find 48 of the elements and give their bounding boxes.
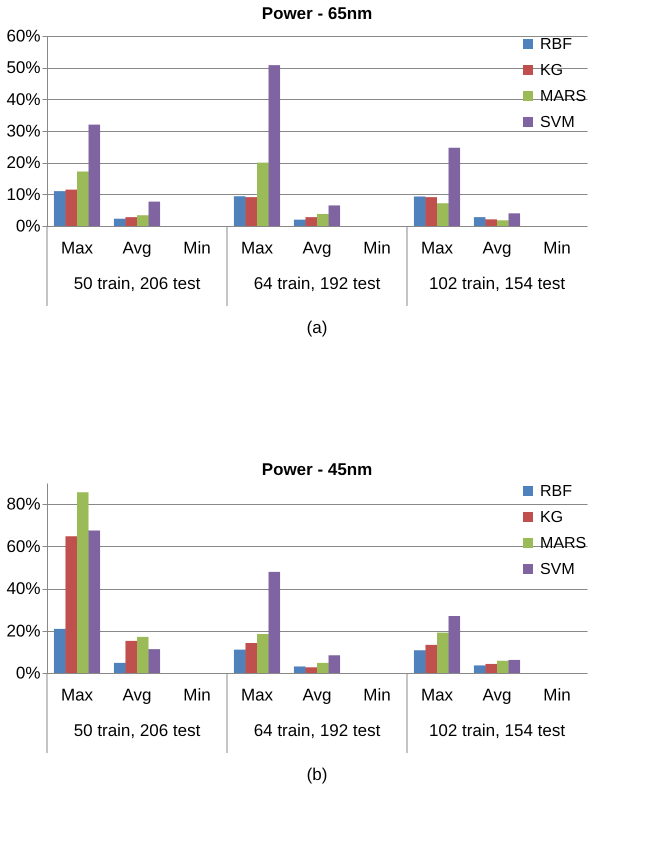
legend-label: KG <box>540 509 564 526</box>
x-tick-label: Max <box>240 686 274 704</box>
x-tick-label: Avg <box>122 238 152 258</box>
legend-label: MARS <box>540 535 586 552</box>
legend-label: RBF <box>540 36 572 53</box>
x-tick-label: Max <box>60 686 94 704</box>
x-tick-label: Max <box>420 238 454 258</box>
legend-label: RBF <box>540 483 572 500</box>
text: 64 train, 192 test <box>254 721 381 740</box>
x-tick-label: Min <box>363 238 391 258</box>
x-tick-label: Max <box>240 238 274 258</box>
y-tick-label: 20% <box>6 621 40 640</box>
text: 50 train, 206 test <box>74 721 201 740</box>
y-tick-label: 60% <box>6 26 40 46</box>
text: 102 train, 154 test <box>428 274 566 293</box>
x-tick-label: Min <box>543 238 571 258</box>
y-tick-label: 20% <box>6 153 40 172</box>
x-tick-label: Min <box>183 238 211 258</box>
x-tick-label: Avg <box>302 686 332 704</box>
y-tick-label: 50% <box>6 58 40 78</box>
y-tick-label: 80% <box>6 494 40 514</box>
y-tick-label: 10% <box>6 184 40 204</box>
y-tick-label: 0% <box>16 664 40 682</box>
chart-title: Power - 45nm <box>262 460 372 479</box>
y-tick-label: 0% <box>16 216 40 236</box>
text: (a) <box>306 318 328 337</box>
y-tick-label: 40% <box>6 579 40 598</box>
x-tick-label: Min <box>183 686 211 704</box>
x-tick-label: Avg <box>122 686 152 704</box>
x-tick-label: Max <box>60 238 94 258</box>
legend-label: KG <box>540 62 564 79</box>
legend-label: SVM <box>540 561 575 578</box>
chart-title: Power - 65nm <box>262 4 372 23</box>
legend-label: MARS <box>540 88 586 105</box>
y-tick-label: 30% <box>6 122 40 140</box>
x-tick-label: Avg <box>302 238 332 258</box>
text: (b) <box>306 765 328 784</box>
text: 50 train, 206 test <box>74 274 201 293</box>
y-tick-label: 60% <box>6 536 40 556</box>
x-tick-label: Avg <box>482 238 512 258</box>
x-tick-label: Max <box>420 686 454 704</box>
x-tick-label: Min <box>363 686 391 704</box>
legend-label: SVM <box>540 114 575 131</box>
y-tick-label: 40% <box>6 90 40 109</box>
text: 64 train, 192 test <box>254 274 381 293</box>
x-tick-label: Min <box>543 686 571 704</box>
text: 102 train, 154 test <box>428 721 566 740</box>
x-tick-label: Avg <box>482 686 512 704</box>
